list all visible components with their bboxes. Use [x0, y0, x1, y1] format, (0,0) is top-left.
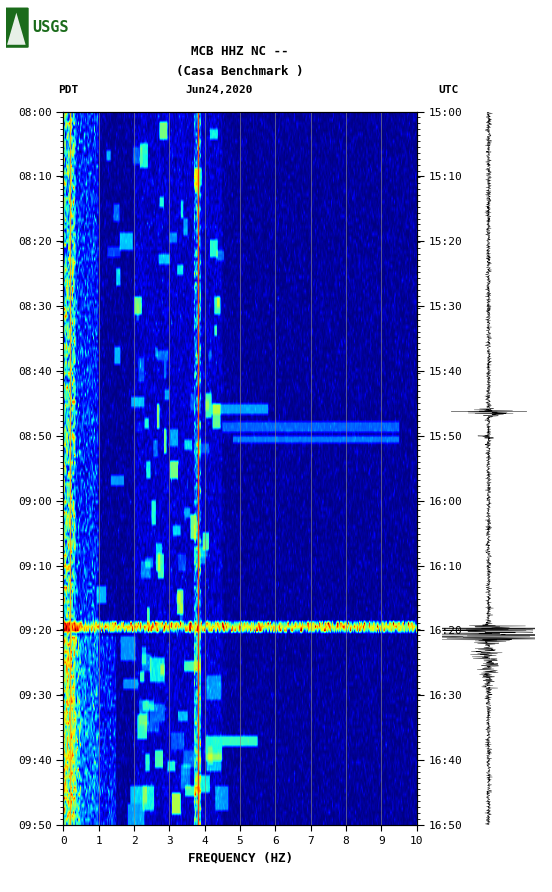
FancyBboxPatch shape [4, 7, 29, 48]
Text: USGS: USGS [33, 21, 69, 35]
Text: MCB HHZ NC --: MCB HHZ NC -- [192, 45, 289, 58]
Text: Jun24,2020: Jun24,2020 [185, 86, 252, 95]
X-axis label: FREQUENCY (HZ): FREQUENCY (HZ) [188, 851, 293, 864]
Text: (Casa Benchmark ): (Casa Benchmark ) [177, 65, 304, 78]
Polygon shape [7, 12, 25, 45]
Text: PDT: PDT [58, 86, 78, 95]
Text: UTC: UTC [439, 86, 459, 95]
